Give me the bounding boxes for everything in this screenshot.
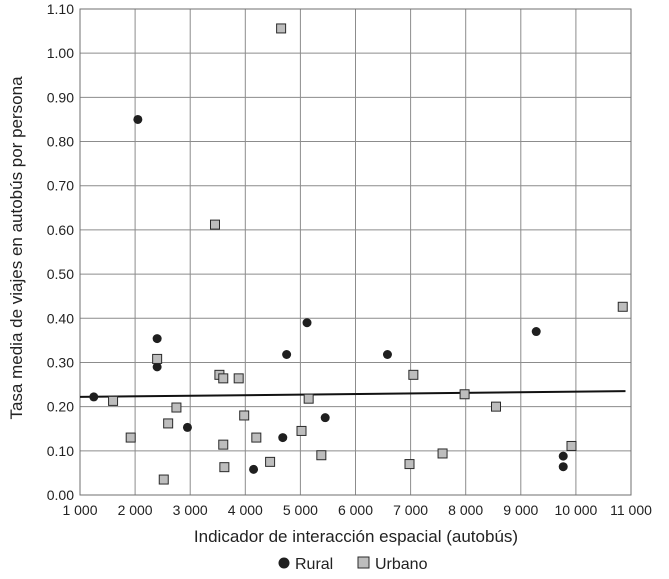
- y-tick-label: 0.10: [47, 443, 74, 459]
- x-tick-label: 4 000: [228, 502, 263, 518]
- y-tick-label: 0.50: [47, 266, 74, 282]
- rural-point: [320, 413, 330, 423]
- urbano-point: [404, 459, 415, 470]
- legend-rural-marker: [278, 557, 290, 569]
- y-tick-label: 0.80: [47, 134, 74, 150]
- rural-point: [133, 114, 143, 124]
- rural-point: [182, 422, 192, 432]
- urbano-point: [233, 373, 244, 384]
- y-tick-label: 1.10: [47, 1, 74, 17]
- x-tick-label: 8 000: [448, 502, 483, 518]
- urbano-point: [459, 389, 470, 400]
- y-tick-label: 0.30: [47, 354, 74, 370]
- urbano-point: [163, 418, 174, 429]
- urbano-point: [276, 23, 287, 34]
- rural-point: [152, 362, 162, 372]
- urbano-point: [158, 474, 169, 485]
- urbano-point: [491, 401, 502, 412]
- y-tick-label: 0.00: [47, 487, 74, 503]
- urbano-point: [219, 462, 230, 473]
- x-tick-label: 5 000: [283, 502, 318, 518]
- rural-point: [531, 327, 541, 337]
- rural-point: [278, 433, 288, 443]
- y-tick-label: 1.00: [47, 45, 74, 61]
- rural-point: [302, 318, 312, 328]
- x-tick-label: 3 000: [173, 502, 208, 518]
- urbano-point: [566, 440, 577, 451]
- urbano-point: [171, 402, 182, 413]
- urbano-point: [209, 219, 220, 230]
- y-axis-tick-labels: 0.00 0.10 0.20 0.30 0.40 0.50 0.60 0.70 0.80 0.90…: [47, 1, 74, 503]
- x-axis-title: Indicador de interacción espacial (autob…: [194, 527, 518, 546]
- urbano-point: [239, 410, 250, 421]
- urbano-point: [125, 432, 136, 443]
- plot-frame: [79, 8, 632, 496]
- urbano-point: [617, 301, 628, 312]
- urbano-point: [218, 439, 229, 450]
- urbano-point: [265, 456, 276, 467]
- urbano-point: [296, 425, 307, 436]
- y-axis-title: Tasa media de viajes en autobús por pers…: [7, 76, 26, 420]
- rural-point: [558, 462, 568, 472]
- x-tick-label: 7 000: [393, 502, 428, 518]
- x-axis-tick-labels: 1 000 2 000 3 000 4 000 5 000 6 000 7 000 8 000…: [62, 502, 652, 518]
- urbano-point: [152, 353, 163, 364]
- x-tick-label: 9 000: [503, 502, 538, 518]
- y-tick-label: 0.70: [47, 178, 74, 194]
- rural-point: [152, 334, 162, 344]
- urbano-point: [218, 373, 229, 384]
- data-points: [89, 23, 628, 485]
- x-tick-label: 11 000: [610, 502, 652, 518]
- trend-line: [79, 390, 626, 398]
- x-tick-label: 1 000: [62, 502, 97, 518]
- x-tick-label: 2 000: [118, 502, 153, 518]
- legend: Rural Urbano: [278, 556, 428, 573]
- urbano-point: [303, 393, 314, 404]
- x-tick-label: 6 000: [338, 502, 373, 518]
- legend-urbano-label: Urbano: [375, 556, 428, 573]
- y-tick-label: 0.90: [47, 89, 74, 105]
- legend-urbano-marker: [357, 556, 370, 569]
- y-tick-label: 0.60: [47, 222, 74, 238]
- rural-point: [282, 350, 292, 360]
- urbano-point: [408, 369, 419, 380]
- rural-point: [558, 451, 568, 461]
- rural-point: [249, 464, 259, 474]
- rural-point: [382, 350, 392, 360]
- urbano-point: [251, 432, 262, 443]
- urbano-point: [316, 450, 327, 461]
- trend-line-layer: [79, 390, 626, 398]
- legend-rural-label: Rural: [295, 556, 333, 573]
- y-tick-label: 0.20: [47, 399, 74, 415]
- x-tick-label: 10 000: [554, 502, 597, 518]
- urbano-point: [437, 448, 448, 459]
- y-tick-label: 0.40: [47, 310, 74, 326]
- rural-point: [89, 392, 99, 402]
- urbano-point: [108, 395, 119, 406]
